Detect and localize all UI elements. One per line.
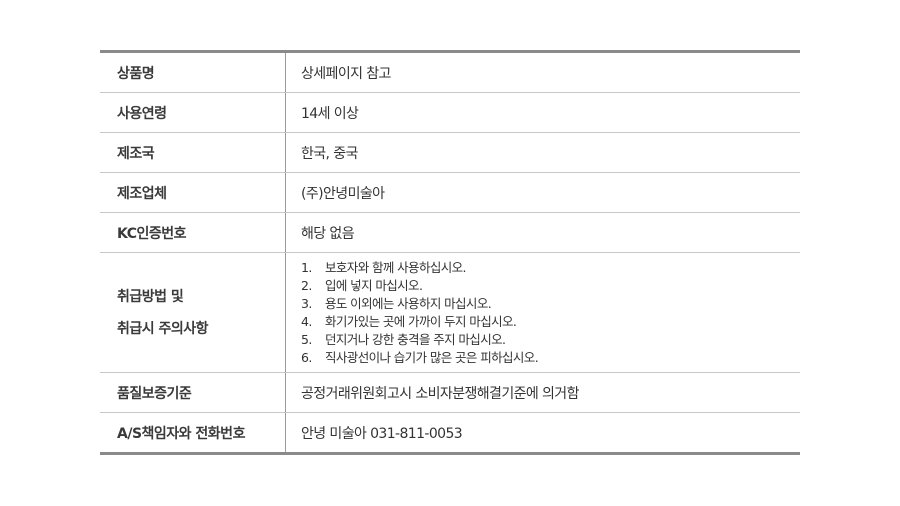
handling-label: 취급방법 및 취급시 주의사항: [100, 252, 286, 373]
item-number: 2.: [301, 277, 312, 293]
table-row: 사용연령 14세 이상: [100, 92, 800, 133]
item-text: 던지거나 강한 충격을 주지 마십시오.: [325, 331, 506, 347]
item-text: 용도 이외에는 사용하지 마십시오.: [325, 295, 492, 311]
row-label: 상품명: [100, 51, 286, 93]
row-value: 한국, 중국: [285, 132, 800, 173]
table-row: 품질보증기준 공정거래위원회고시 소비자분쟁해결기준에 의거함: [100, 372, 800, 413]
item-text: 직사광선이나 습기가 많은 곳은 피하십시오.: [325, 349, 539, 365]
row-label: KC인증번호: [100, 212, 286, 253]
handling-label-line2: 취급시 주의사항: [117, 320, 209, 337]
row-label: 제조국: [100, 132, 286, 173]
item-text: 화기가있는 곳에 가까이 두지 마십시오.: [325, 313, 517, 329]
item-number: 5.: [301, 331, 312, 347]
table-row: 제조업체 (주)안녕미술아: [100, 172, 800, 213]
row-label: A/S책임자와 전화번호: [100, 412, 286, 454]
row-value: 공정거래위원회고시 소비자분쟁해결기준에 의거함: [285, 372, 800, 413]
row-value: 해당 없음: [285, 212, 800, 253]
row-label: 사용연령: [100, 92, 286, 133]
item-number: 4.: [301, 313, 312, 329]
row-value: (주)안녕미술아: [285, 172, 800, 213]
item-text: 보호자와 함께 사용하십시오.: [325, 259, 467, 275]
handling-label-line1: 취급방법 및: [117, 288, 184, 305]
table-row: KC인증번호 해당 없음: [100, 212, 800, 253]
list-item: 4. 화기가있는 곳에 가까이 두지 마십시오.: [301, 313, 800, 331]
row-label: 품질보증기준: [100, 372, 286, 413]
row-value: 상세페이지 참고: [285, 51, 800, 93]
row-value: 안녕 미술아 031-811-0053: [301, 425, 463, 442]
item-number: 3.: [301, 295, 312, 311]
list-item: 3. 용도 이외에는 사용하지 마십시오.: [301, 295, 800, 313]
table-row: A/S책임자와 전화번호 안녕 미술아 031-811-0053: [100, 412, 800, 454]
table-row: 상품명 상세페이지 참고: [100, 51, 800, 93]
table-row-handling: 취급방법 및 취급시 주의사항 1. 보호자와 함께 사용하십시오. 2. 입에 넣…: [100, 252, 800, 373]
caution-list: 1. 보호자와 함께 사용하십시오. 2. 입에 넣지 마십시오. 3. 용도 이외에…: [301, 259, 800, 367]
product-info-table: 상품명 상세페이지 참고 사용연령 14세 이상 제조국 한국, 중국 제조업체…: [100, 50, 800, 455]
list-item: 5. 던지거나 강한 충격을 주지 마십시오.: [301, 331, 800, 349]
item-number: 1.: [301, 259, 312, 275]
table-row: 제조국 한국, 중국: [100, 132, 800, 173]
list-item: 2. 입에 넣지 마십시오.: [301, 277, 800, 295]
row-label: 제조업체: [100, 172, 286, 213]
item-number: 6.: [301, 349, 312, 365]
handling-value: 1. 보호자와 함께 사용하십시오. 2. 입에 넣지 마십시오. 3. 용도 이외에…: [285, 252, 800, 373]
list-item: 6. 직사광선이나 습기가 많은 곳은 피하십시오.: [301, 349, 800, 367]
row-value: 14세 이상: [285, 92, 800, 133]
item-text: 입에 넣지 마십시오.: [325, 277, 423, 293]
list-item: 1. 보호자와 함께 사용하십시오.: [301, 259, 800, 277]
